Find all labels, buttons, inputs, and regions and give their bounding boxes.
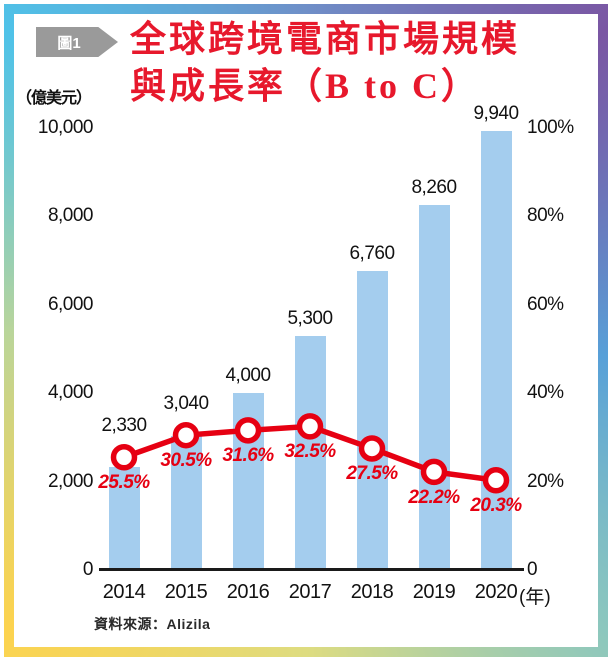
x-axis-line [99,568,524,571]
growth-rate-label: 20.3% [470,495,522,517]
y-axis-right-tick-label: 80% [527,205,564,227]
x-tick-label-2014: 2014 [102,581,146,603]
y-axis-right-tick-label: 100% [527,117,574,138]
x-tick-label-2020: 2020 [474,581,518,603]
x-tick-label-2016: 2016 [226,581,270,603]
y-axis-left-tick-label: 4,000 [47,382,94,404]
source-note: 資料來源：Alizila [94,616,211,632]
left-axis-unit-label: （億美元） [16,90,92,107]
y-axis-left-tick-label: 2,000 [47,470,94,492]
y-axis-right-tick-label: 0 [527,559,538,580]
bar-value-label: 3,040 [163,393,209,415]
y-axis-left-tick-label: 8,000 [47,205,94,227]
bar-value-label: 6,760 [349,243,395,265]
growth-rate-label: 31.6% [222,445,274,467]
chart-title-line1: 全球跨境電商市場規模 [130,19,521,59]
chart-title-line2: 與成長率（B to C） [130,66,480,106]
growth-point-marker [110,444,138,471]
figure-number-badge: 圖1 [36,27,118,57]
bar-2016 [232,393,264,570]
x-tick-label-2017: 2017 [288,581,332,603]
chart-title: 全球跨境電商市場規模 與成長率（B to C） [130,16,520,110]
y-axis-left-tick-label: 10,000 [37,117,94,138]
bar-value-label: 4,000 [225,365,271,387]
bar-2020 [480,130,512,570]
bar-value-label: 9,940 [473,102,519,124]
bar-2018 [356,271,388,570]
bar-2014 [108,467,140,570]
y-axis-right-tick-label: 40% [527,382,564,404]
figure-number-label: 圖1 [57,34,81,52]
y-axis-right-tick-label: 20% [527,470,564,492]
x-axis-unit: (年) [519,587,551,608]
y-axis-right-tick-label: 60% [527,293,564,315]
y-axis-left-tick-label: 0 [82,559,94,580]
growth-rate-label: 25.5% [98,472,150,494]
growth-rate-label: 27.5% [346,463,398,485]
y-axis-left-tick-label: 6,000 [47,293,94,315]
growth-rate-label: 32.5% [284,441,336,463]
bar-value-label: 2,330 [101,415,147,437]
x-tick-label-2019: 2019 [412,581,456,603]
x-tick-label-2015: 2015 [164,581,208,603]
bar-2019 [418,204,450,570]
growth-rate-label: 22.2% [408,486,460,508]
bar-value-label: 8,260 [411,176,457,198]
growth-rate-label: 30.5% [160,450,212,472]
x-tick-label-2018: 2018 [350,581,394,603]
bar-value-label: 5,300 [287,307,333,329]
